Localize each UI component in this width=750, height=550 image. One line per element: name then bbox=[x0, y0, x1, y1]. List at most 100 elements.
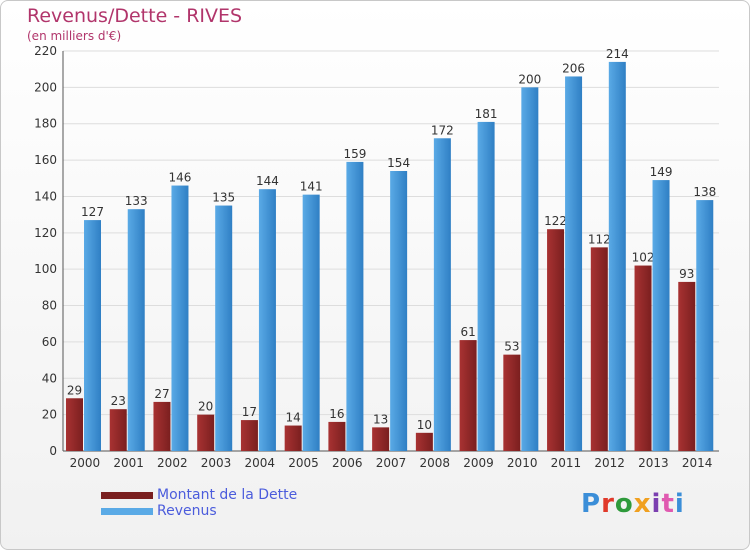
data-label-dette: 16 bbox=[329, 407, 344, 421]
bar-revenus bbox=[477, 121, 495, 451]
x-tick-label: 2013 bbox=[638, 456, 669, 470]
bar-dette bbox=[197, 414, 215, 451]
y-tick-label: 0 bbox=[49, 444, 57, 458]
x-tick-label: 2011 bbox=[551, 456, 582, 470]
x-tick-label: 2002 bbox=[157, 456, 188, 470]
data-label-dette: 17 bbox=[242, 405, 257, 419]
bar-dette bbox=[590, 247, 608, 451]
x-tick-label: 2006 bbox=[332, 456, 363, 470]
bar-revenus bbox=[346, 161, 364, 451]
y-tick-label: 120 bbox=[34, 226, 57, 240]
x-tick-label: 2004 bbox=[245, 456, 276, 470]
bar-revenus bbox=[258, 189, 276, 451]
bar-revenus bbox=[390, 171, 408, 451]
data-label-revenus: 214 bbox=[606, 47, 629, 61]
legend-swatch-revenus bbox=[101, 507, 153, 515]
bar-dette bbox=[66, 398, 83, 451]
data-label-dette: 20 bbox=[198, 400, 213, 414]
data-label-revenus: 149 bbox=[650, 165, 673, 179]
data-label-revenus: 200 bbox=[518, 72, 541, 86]
bar-dette bbox=[503, 354, 521, 451]
data-label-dette: 14 bbox=[286, 411, 301, 425]
logo-letter: x bbox=[633, 489, 652, 519]
x-tick-label: 2012 bbox=[594, 456, 625, 470]
logo-letter: r bbox=[601, 489, 615, 519]
data-label-dette: 61 bbox=[460, 325, 475, 339]
bar-revenus bbox=[433, 138, 451, 452]
y-tick-label: 40 bbox=[42, 371, 57, 385]
data-label-dette: 10 bbox=[417, 418, 432, 432]
data-label-dette: 93 bbox=[679, 267, 694, 281]
data-label-revenus: 144 bbox=[256, 174, 279, 188]
logo-letter: i bbox=[674, 489, 685, 519]
y-tick-label: 100 bbox=[34, 262, 57, 276]
data-label-revenus: 159 bbox=[343, 147, 366, 161]
data-label-revenus: 135 bbox=[212, 191, 235, 205]
legend-label-revenus: Revenus bbox=[157, 503, 217, 519]
y-tick-label: 140 bbox=[34, 189, 57, 203]
y-tick-label: 160 bbox=[34, 153, 57, 167]
data-label-revenus: 138 bbox=[693, 185, 716, 199]
logo-letter: o bbox=[614, 489, 634, 519]
data-label-revenus: 127 bbox=[81, 205, 104, 219]
bar-dette bbox=[240, 420, 258, 451]
bar-dette bbox=[678, 281, 696, 451]
legend-item-revenus: Revenus bbox=[101, 503, 297, 519]
bar-revenus bbox=[696, 200, 714, 451]
bar-dette bbox=[284, 425, 302, 451]
legend-item-dette: Montant de la Dette bbox=[101, 487, 297, 503]
x-tick-label: 2008 bbox=[419, 456, 450, 470]
bar-dette bbox=[634, 265, 652, 451]
y-tick-label: 60 bbox=[42, 335, 57, 349]
legend: Montant de la Dette Revenus bbox=[101, 487, 297, 519]
y-tick-label: 20 bbox=[42, 408, 57, 422]
data-label-dette: 29 bbox=[67, 383, 82, 397]
data-label-dette: 112 bbox=[588, 232, 611, 246]
x-tick-label: 2007 bbox=[376, 456, 407, 470]
bar-dette bbox=[153, 401, 171, 451]
data-label-dette: 122 bbox=[544, 214, 567, 228]
logo-letter: t bbox=[661, 489, 675, 519]
data-label-revenus: 141 bbox=[300, 180, 323, 194]
data-label-dette: 23 bbox=[111, 394, 126, 408]
bar-revenus bbox=[652, 180, 670, 451]
bar-dette bbox=[415, 432, 433, 451]
bar-revenus bbox=[608, 61, 626, 452]
chart-title: Revenus/Dette - RIVES bbox=[27, 5, 243, 27]
data-label-revenus: 181 bbox=[475, 107, 498, 121]
bar-revenus bbox=[302, 194, 320, 452]
bar-dette bbox=[547, 229, 565, 451]
data-label-dette: 13 bbox=[373, 412, 388, 426]
data-label-revenus: 154 bbox=[387, 156, 410, 170]
bar-revenus bbox=[215, 205, 233, 451]
chart-subtitle: (en milliers d'€) bbox=[27, 29, 122, 43]
x-tick-label: 2001 bbox=[113, 456, 144, 470]
y-tick-label: 200 bbox=[34, 80, 57, 94]
x-tick-label: 2010 bbox=[507, 456, 538, 470]
bar-revenus bbox=[171, 185, 189, 451]
x-tick-label: 2009 bbox=[463, 456, 494, 470]
y-tick-label: 220 bbox=[34, 44, 57, 58]
bar-revenus bbox=[565, 76, 583, 452]
logo-letter: P bbox=[581, 489, 602, 519]
data-label-dette: 27 bbox=[154, 387, 169, 401]
data-label-dette: 102 bbox=[632, 251, 655, 265]
bar-dette bbox=[109, 409, 127, 451]
proxiti-logo: Proxiti bbox=[581, 489, 685, 519]
bar-dette bbox=[372, 427, 390, 451]
x-tick-label: 2003 bbox=[201, 456, 232, 470]
bar-dette bbox=[328, 421, 346, 451]
legend-label-dette: Montant de la Dette bbox=[157, 487, 298, 503]
bar-dette bbox=[459, 340, 477, 451]
data-label-revenus: 172 bbox=[431, 123, 454, 137]
data-label-revenus: 133 bbox=[125, 194, 148, 208]
data-label-revenus: 206 bbox=[562, 61, 585, 75]
bar-revenus bbox=[521, 87, 539, 451]
bar-revenus bbox=[84, 220, 101, 451]
logo-letter: i bbox=[651, 489, 662, 519]
x-tick-label: 2014 bbox=[682, 456, 713, 470]
y-tick-label: 80 bbox=[42, 299, 57, 313]
data-label-revenus: 146 bbox=[169, 171, 192, 185]
